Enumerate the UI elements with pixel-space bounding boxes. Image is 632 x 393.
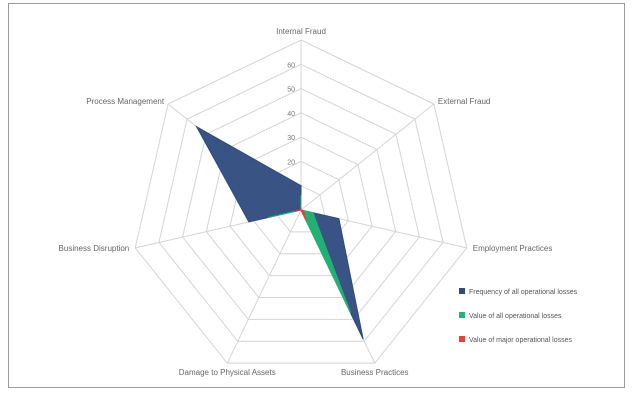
grid-ring (182, 88, 420, 320)
tick-label: 30 (287, 135, 295, 142)
grid-spoke (226, 209, 302, 364)
legend-entry: Value of major operational losses (469, 337, 572, 344)
legend-swatch (459, 288, 465, 294)
legend-entry: Value of all operational losses (469, 313, 562, 320)
axis-label: Process Management (86, 97, 165, 106)
legend-swatch (459, 336, 465, 342)
grid-ring (158, 63, 444, 342)
legend-entry: Frequency of all operational losses (469, 289, 578, 296)
series-area (293, 207, 307, 222)
axis-label: Damage to Physical Assets (179, 368, 276, 377)
axis-label: Employment Practices (473, 244, 553, 253)
axis-label: Business Disruption (59, 244, 130, 253)
grid-ring (134, 39, 468, 364)
radar-axis-labels: Internal Fraud External Fraud Employment P… (59, 27, 553, 377)
grid-spoke (300, 103, 435, 211)
tick-label: 20 (287, 159, 295, 166)
tick-label: 50 (287, 87, 295, 94)
series-area (195, 125, 364, 340)
legend-swatch (459, 312, 465, 318)
radar-ticks: 102030405060 (287, 62, 295, 190)
axis-label: Internal Fraud (276, 27, 326, 36)
tick-label: 60 (287, 62, 295, 69)
radar-series (195, 125, 364, 340)
axis-label: External Fraud (438, 97, 490, 106)
legend: Frequency of all operational losses Value… (459, 288, 578, 344)
axis-label: Business Practices (341, 368, 409, 377)
tick-label: 40 (287, 111, 295, 118)
